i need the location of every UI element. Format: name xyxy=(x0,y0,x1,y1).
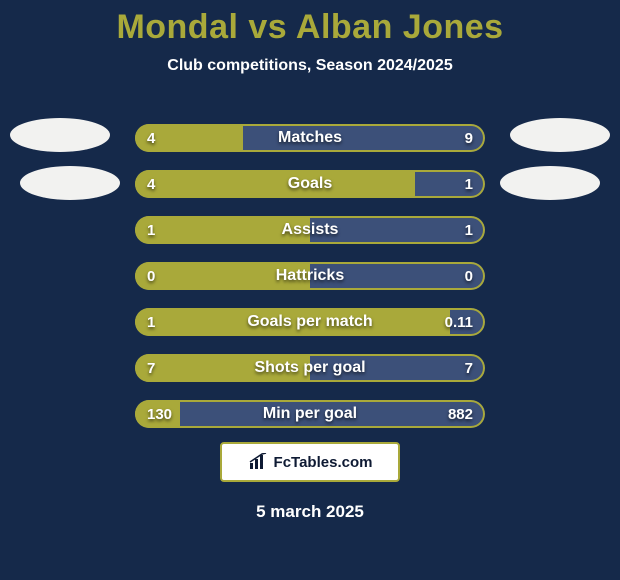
avatar-player1-b xyxy=(20,166,120,200)
avatar-player2-a xyxy=(510,118,610,152)
stat-bar: Goals41 xyxy=(135,170,485,198)
avatar-player2-b xyxy=(500,166,600,200)
stat-bar: Shots per goal77 xyxy=(135,354,485,382)
stat-bar-right-seg xyxy=(415,170,485,198)
avatar-player1-a xyxy=(10,118,110,152)
source-badge: FcTables.com xyxy=(220,442,400,482)
title-vs: vs xyxy=(248,8,287,46)
stat-bar-left-seg xyxy=(135,400,180,428)
stat-bar: Matches49 xyxy=(135,124,485,152)
subtitle: Club competitions, Season 2024/2025 xyxy=(0,57,620,75)
stat-bar: Goals per match10.11 xyxy=(135,308,485,336)
title-player1: Mondal xyxy=(116,8,238,46)
source-badge-text: FcTables.com xyxy=(274,454,373,471)
stat-bar-right-seg xyxy=(180,400,485,428)
stat-bar-right-seg xyxy=(310,216,485,244)
chart-icon xyxy=(248,453,268,471)
stat-bar-left-seg xyxy=(135,262,310,290)
stat-bar-right-seg xyxy=(310,354,485,382)
footer-date: 5 march 2025 xyxy=(0,502,620,522)
stat-bar-right-seg xyxy=(243,124,485,152)
title-player2: Alban Jones xyxy=(296,8,504,46)
stat-bar: Hattricks00 xyxy=(135,262,485,290)
stat-bar-right-seg xyxy=(450,308,485,336)
stat-bar-left-seg xyxy=(135,124,243,152)
stat-bar-left-seg xyxy=(135,308,450,336)
stat-bar-left-seg xyxy=(135,170,415,198)
page-title: Mondal vs Alban Jones xyxy=(0,0,620,47)
stat-bar-left-seg xyxy=(135,216,310,244)
stat-bar: Assists11 xyxy=(135,216,485,244)
stat-bar-right-seg xyxy=(310,262,485,290)
stat-bar: Min per goal130882 xyxy=(135,400,485,428)
stat-bar-left-seg xyxy=(135,354,310,382)
stat-bars: Matches49 Goals41 Assists11 Hattricks00 Goal… xyxy=(135,124,485,446)
comparison-canvas: Mondal vs Alban Jones Club competitions,… xyxy=(0,0,620,580)
